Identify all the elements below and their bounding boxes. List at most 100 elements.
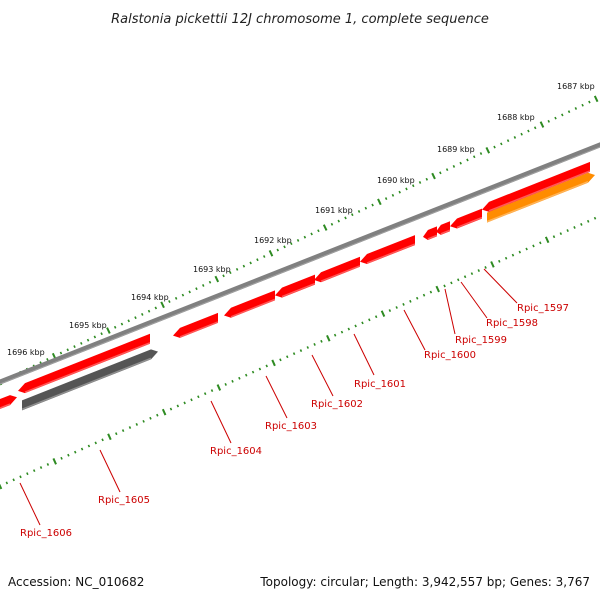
inner-scale-tick (422, 293, 426, 297)
gene-label-rpic-1597[interactable]: Rpic_1597 (517, 303, 569, 314)
outer-scale-tick (229, 271, 232, 275)
gene-label-rpic-1600[interactable]: Rpic_1600 (424, 350, 476, 361)
scale-label: 1692 kbp (254, 236, 292, 245)
inner-scale-tick (231, 379, 234, 383)
map-title: Ralstonia pickettii 12J chromosome 1, co… (111, 12, 489, 27)
inner-scale-tick (203, 392, 207, 396)
gene-label-rpic-1604[interactable]: Rpic_1604 (210, 446, 262, 457)
gene-label-rpic-1603[interactable]: Rpic_1603 (265, 421, 317, 432)
gene-rpic-1606[interactable] (0, 395, 17, 411)
outer-scale-tick (181, 293, 185, 297)
gene-rpic-1600[interactable] (423, 226, 438, 240)
scale-label: 1690 kbp (377, 176, 415, 185)
gene-label-rpic-1605[interactable]: Rpic_1605 (98, 495, 150, 506)
inner-scale-tick (504, 256, 508, 260)
inner-scale-tick (12, 478, 15, 482)
outer-scale-tick (276, 248, 279, 252)
gene-rpic-1597-upper[interactable] (482, 161, 591, 212)
inner-scale-tick (292, 352, 296, 356)
inner-scale-tick (224, 383, 227, 386)
gene-label-rpic-1599[interactable]: Rpic_1599 (455, 335, 507, 346)
scale-labels: 1687 kbp 1688 kbp 1689 kbp 1690 kbp 1691 kbp… (7, 82, 595, 357)
inner-scale-tick (306, 346, 309, 349)
outer-scale-tick (59, 351, 63, 355)
inner-scale-tick (279, 358, 282, 362)
scale-label: 1696 kbp (7, 348, 45, 357)
inner-scale-tick (52, 458, 57, 465)
inner-scale-tick (161, 408, 167, 416)
outer-scale-tick (235, 267, 239, 271)
inner-scale-tick (135, 423, 139, 426)
scale-label: 1695 kbp (69, 321, 107, 330)
inner-scale-tick (559, 232, 563, 236)
inner-scale-tick (67, 453, 70, 457)
inner-scale-tick (190, 398, 193, 402)
gene-label-rpic-1602[interactable]: Rpic_1602 (311, 399, 363, 410)
gene-label-rpic-1606[interactable]: Rpic_1606 (20, 528, 72, 539)
outer-scale-tick (46, 358, 49, 361)
outer-scale-tick (174, 296, 178, 300)
gene-rpic-1605-upper[interactable] (18, 333, 151, 394)
gene-labels-layer: Rpic_1597 Rpic_1598 Rpic_1599 Rpic_1600 Rpic… (19, 268, 569, 539)
inner-scale-tick (265, 364, 268, 368)
outer-scale-tick (547, 119, 550, 123)
gene-label-rpic-1598[interactable]: Rpic_1598 (486, 318, 538, 329)
outer-scale-tick (120, 322, 124, 326)
gene-rpic-1605[interactable] (21, 349, 158, 411)
gene-label-rpic-1601[interactable]: Rpic_1601 (354, 379, 406, 390)
inner-scale-tick (326, 334, 331, 342)
gene-rpic-1604a[interactable] (224, 290, 276, 318)
inner-scale-tick (107, 433, 112, 441)
inner-scale-tick (490, 261, 495, 268)
inner-scale-tick (580, 222, 583, 226)
outer-scale-tick (290, 242, 293, 246)
gene-rpic-1598[interactable] (450, 208, 483, 229)
outer-scale-tick (431, 172, 436, 180)
scale-label: 1694 kbp (131, 293, 169, 302)
outer-scale-tick (127, 319, 130, 323)
inner-scale-tick (544, 236, 550, 244)
inner-scale-tick (244, 373, 248, 377)
inner-scale-tick (470, 272, 474, 276)
inner-scale-ruler (0, 216, 597, 490)
leader-line (353, 333, 375, 376)
genes-layer (0, 161, 595, 411)
inner-scale-tick (320, 339, 323, 343)
outer-scale-tick (357, 210, 361, 213)
outer-scale-tick (106, 327, 111, 334)
outer-scale-tick (405, 187, 408, 191)
outer-scale-tick (593, 95, 599, 103)
gene-rpic-1604[interactable] (173, 312, 219, 338)
outer-scale-tick (520, 132, 523, 136)
outer-scale-tick (141, 312, 144, 316)
outer-scale-tick (262, 255, 266, 258)
gene-rpic-1601[interactable] (360, 235, 416, 265)
outer-scale-tick (472, 155, 476, 159)
outer-scale-tick (561, 113, 564, 117)
inner-scale-tick (586, 219, 590, 223)
outer-scale-tick (296, 238, 300, 242)
inner-scale-tick (573, 226, 576, 229)
outer-scale-tick (439, 171, 442, 175)
inner-scale-tick (498, 259, 501, 263)
inner-scale-tick (19, 475, 22, 479)
inner-scale-tick (176, 404, 180, 408)
outer-scale-tick (222, 274, 225, 278)
accession-text: Accession: NC_010682 (8, 575, 144, 589)
inner-scale-tick (26, 472, 29, 476)
gene-rpic-1599[interactable] (436, 221, 451, 235)
inner-scale-tick (299, 349, 303, 353)
gene-rpic-1602[interactable] (314, 256, 361, 283)
gene-rpic-1597[interactable] (486, 172, 595, 223)
scale-label: 1688 kbp (497, 113, 535, 122)
inner-scale-tick (395, 306, 398, 309)
inner-scale-tick (210, 389, 214, 393)
inner-scale-tick (539, 241, 542, 245)
outer-scale-tick (100, 332, 103, 336)
inner-scale-tick (347, 327, 351, 331)
inner-scale-tick (142, 419, 145, 423)
outer-scale-tick (73, 345, 76, 349)
gene-rpic-1603[interactable] (275, 274, 316, 298)
outer-scale-tick (351, 213, 354, 217)
inner-scale-tick (121, 429, 125, 433)
